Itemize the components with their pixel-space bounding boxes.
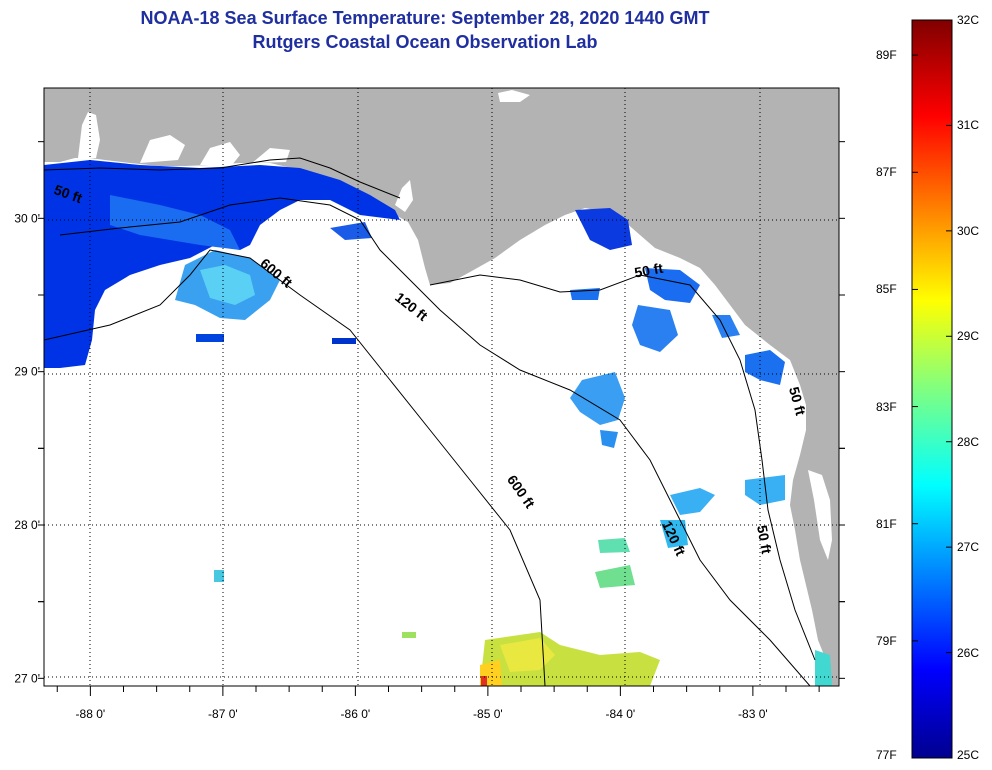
- bathymetry-contours: [44, 157, 816, 686]
- colorbar-celsius-label: 25C: [957, 748, 980, 762]
- lon-tick-label: -88 0': [76, 707, 106, 721]
- lon-tick-label: -86 0': [341, 707, 371, 721]
- lon-tick-label: -87 0': [208, 707, 238, 721]
- contour-depth-label: 50 ft: [786, 385, 809, 417]
- colorbar-fahrenheit-label: 85F: [876, 282, 897, 297]
- colorbar-fahrenheit-label: 89F: [876, 48, 897, 63]
- lon-tick-label: -85 0': [473, 707, 503, 721]
- graticule: [44, 88, 839, 686]
- lat-tick-label: 29 0': [14, 365, 40, 379]
- colorbar-fahrenheit-label: 87F: [876, 165, 897, 180]
- land-mass: [44, 88, 839, 686]
- axis-ticks: -88 0' -87 0' -86 0' -85 0' -84 0' -83 0' 30 0…: [14, 141, 845, 721]
- colorbar-fahrenheit-label: 79F: [876, 633, 897, 648]
- colorbar: [911, 19, 953, 759]
- colorbar-celsius-label: 30C: [957, 223, 980, 238]
- lat-tick-label: 30 0': [14, 211, 40, 225]
- colorbar-fahrenheit-label: 77F: [876, 748, 897, 762]
- lon-tick-label: -84 0': [606, 707, 636, 721]
- colorbar-celsius-label: 31C: [957, 118, 980, 133]
- lat-tick-label: 27 0': [14, 671, 40, 685]
- bays: [78, 90, 832, 560]
- map-subtitle: Rutgers Coastal Ocean Observation Lab: [252, 32, 598, 52]
- colorbar-fahrenheit-label: 81F: [876, 516, 897, 531]
- map-frame: [43, 87, 840, 687]
- sst-data-layer: [44, 160, 832, 686]
- colorbar-fahrenheit-label: 83F: [876, 399, 897, 414]
- lat-tick-label: 28 0': [14, 518, 40, 532]
- lon-tick-label: -83 0': [738, 707, 768, 721]
- map-title: NOAA-18 Sea Surface Temperature: Septemb…: [140, 8, 710, 28]
- colorbar-celsius-label: 29C: [957, 329, 980, 344]
- contour-depth-label: 50 ft: [754, 524, 775, 555]
- colorbar-celsius-label: 27C: [957, 540, 980, 555]
- colorbar-celsius-label: 32C: [957, 13, 980, 27]
- colorbar-celsius-label: 26C: [957, 645, 980, 660]
- colorbar-celsius-label: 28C: [957, 434, 980, 449]
- contour-depth-label: 50 ft: [633, 260, 664, 281]
- colorbar-ticks: [912, 19, 952, 759]
